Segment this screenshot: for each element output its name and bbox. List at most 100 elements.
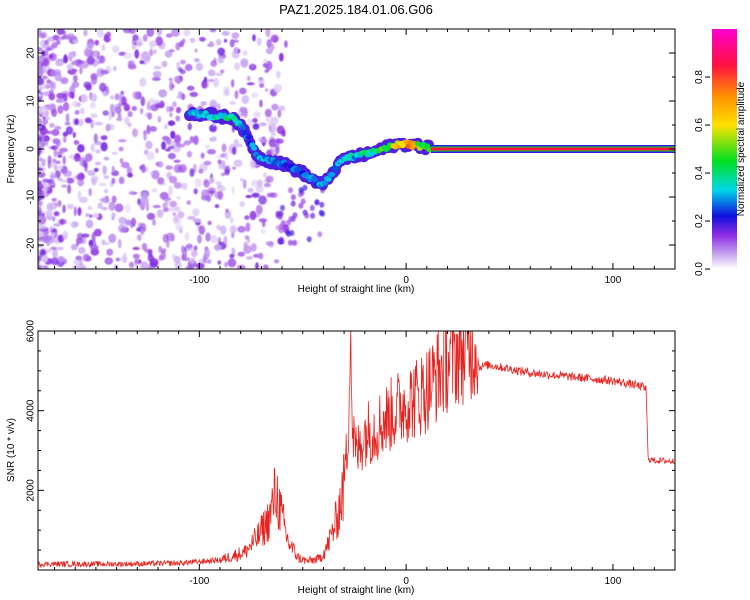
noise-blob <box>207 220 212 226</box>
noise-blob <box>180 182 188 190</box>
noise-blob <box>220 225 227 235</box>
noise-blob <box>265 29 271 38</box>
noise-blob <box>318 209 324 216</box>
noise-blob <box>169 200 178 208</box>
noise-blob <box>298 187 304 193</box>
noise-blob <box>141 243 148 251</box>
noise-blob <box>140 227 145 236</box>
noise-blob <box>48 103 57 110</box>
noise-blob <box>169 112 173 117</box>
noise-blob <box>56 92 66 99</box>
noise-blob <box>122 252 127 261</box>
noise-blob <box>276 70 281 79</box>
noise-blob <box>200 101 207 106</box>
noise-blob <box>73 259 81 266</box>
noise-blob <box>89 102 96 109</box>
noise-blob <box>43 68 47 74</box>
noise-blob <box>126 166 133 175</box>
noise-blob <box>115 117 123 122</box>
noise-blob <box>275 138 284 144</box>
noise-blob <box>207 149 216 155</box>
noise-blob <box>288 216 294 222</box>
noise-blob <box>243 241 248 249</box>
noise-blob <box>111 195 117 204</box>
noise-blob <box>155 36 163 47</box>
noise-blob <box>86 56 95 65</box>
noise-blob <box>85 219 94 229</box>
noise-blob <box>62 30 67 36</box>
noise-blob <box>170 130 176 139</box>
noise-blob <box>99 55 106 64</box>
snr-xtick-label: -100 <box>189 576 209 587</box>
noise-blob <box>164 50 173 58</box>
noise-blob <box>105 123 111 132</box>
spectrogram-xtick-label: -100 <box>189 275 209 286</box>
noise-blob <box>271 117 279 125</box>
noise-blob <box>240 58 249 68</box>
noise-blob <box>233 159 243 167</box>
noise-blob <box>233 46 239 54</box>
noise-blob <box>268 138 278 148</box>
noise-blob <box>182 249 188 259</box>
noise-blob <box>89 92 97 103</box>
noise-blob <box>199 37 206 42</box>
ridge-core <box>193 109 200 115</box>
noise-blob <box>139 107 144 115</box>
noise-blob <box>66 65 73 71</box>
noise-blob <box>51 216 56 222</box>
noise-blob <box>38 197 41 202</box>
noise-blob <box>94 39 100 46</box>
noise-blob <box>38 201 43 207</box>
noise-blob <box>215 181 222 187</box>
noise-blob <box>51 232 55 238</box>
noise-blob <box>47 155 52 165</box>
noise-blob <box>242 179 247 189</box>
noise-blob <box>147 112 153 120</box>
noise-blob <box>219 69 225 74</box>
noise-blob <box>38 181 43 191</box>
noise-blob <box>112 45 120 53</box>
noise-blob <box>245 222 251 233</box>
noise-blob <box>101 196 110 204</box>
noise-blob <box>192 208 200 217</box>
noise-blob <box>277 109 282 118</box>
noise-blob <box>87 206 92 210</box>
noise-blob <box>127 111 133 118</box>
noise-blob <box>48 54 54 59</box>
noise-blob <box>158 89 168 98</box>
noise-blob <box>100 142 108 152</box>
spectrogram-xlabel: Height of straight line (km) <box>298 284 415 295</box>
noise-blob <box>277 213 283 220</box>
spectrogram-ytick-label: -20 <box>26 237 37 252</box>
noise-blob <box>43 235 53 242</box>
noise-blob <box>38 66 44 77</box>
noise-blob <box>255 204 263 215</box>
noise-blob <box>216 224 222 231</box>
noise-blob <box>44 110 49 117</box>
noise-blob <box>214 72 224 76</box>
noise-blob <box>139 77 147 87</box>
noise-blob <box>183 29 191 37</box>
noise-blob <box>256 37 262 47</box>
noise-blob <box>149 258 159 267</box>
noise-blob <box>57 154 63 158</box>
noise-blob <box>231 146 237 155</box>
noise-blob <box>209 41 214 47</box>
noise-blob <box>103 175 109 180</box>
noise-blob <box>140 96 146 107</box>
noise-blob <box>82 253 90 262</box>
noise-blob <box>319 201 325 208</box>
noise-blob <box>217 190 224 201</box>
noise-blob <box>38 255 42 262</box>
noise-blob <box>146 212 156 220</box>
noise-blob <box>270 132 277 136</box>
noise-blob <box>61 184 68 188</box>
noise-blob <box>175 106 182 114</box>
noise-blob <box>108 111 113 121</box>
noise-blob <box>146 101 151 111</box>
noise-blob <box>97 202 103 210</box>
noise-blob <box>82 237 86 245</box>
noise-blob <box>63 170 72 178</box>
noise-blob <box>290 200 296 207</box>
noise-blob <box>74 118 79 126</box>
